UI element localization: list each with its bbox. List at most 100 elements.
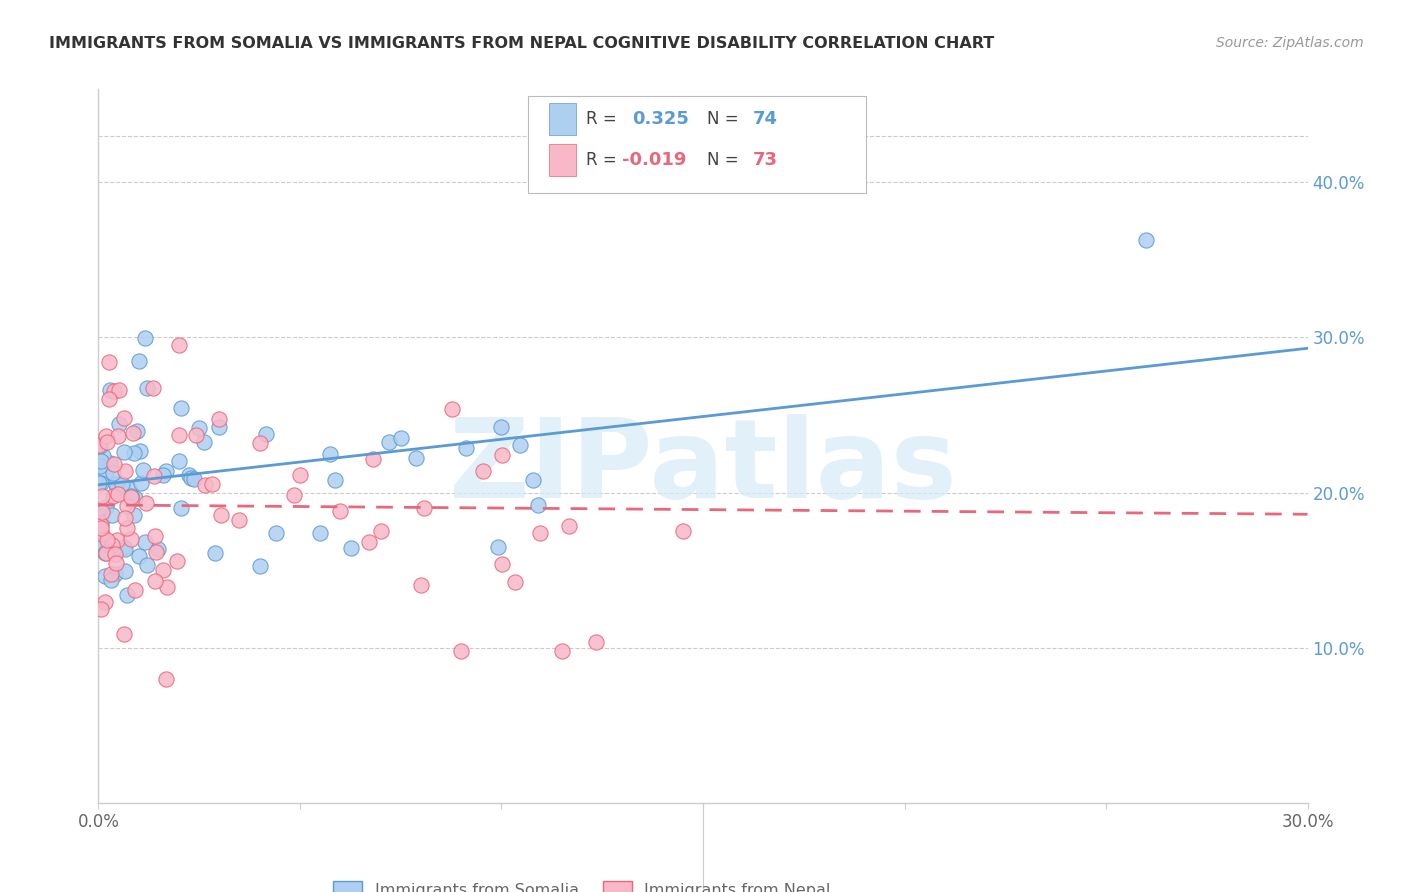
Point bbox=[370, 524, 392, 539]
Text: N =: N = bbox=[707, 110, 744, 128]
Point bbox=[115, 499, 138, 513]
Point bbox=[309, 526, 332, 541]
Point bbox=[117, 482, 139, 496]
Point bbox=[100, 567, 122, 582]
Point bbox=[91, 505, 114, 519]
Point bbox=[112, 445, 135, 459]
Point bbox=[135, 558, 157, 573]
Point bbox=[145, 545, 167, 559]
Point bbox=[122, 446, 145, 460]
Point bbox=[201, 476, 224, 491]
Point bbox=[503, 575, 526, 590]
Point bbox=[103, 457, 125, 471]
Point bbox=[90, 601, 112, 615]
Point bbox=[527, 498, 550, 512]
Point bbox=[389, 431, 412, 445]
Point bbox=[89, 459, 111, 474]
Point bbox=[558, 518, 581, 533]
Point bbox=[529, 526, 551, 541]
Point bbox=[107, 487, 129, 501]
Point bbox=[90, 515, 112, 529]
Point bbox=[111, 477, 134, 491]
Point bbox=[120, 489, 142, 503]
Point bbox=[90, 518, 112, 533]
Point bbox=[104, 547, 127, 561]
Text: Source: ZipAtlas.com: Source: ZipAtlas.com bbox=[1216, 36, 1364, 50]
Text: IMMIGRANTS FROM SOMALIA VS IMMIGRANTS FROM NEPAL COGNITIVE DISABILITY CORRELATIO: IMMIGRANTS FROM SOMALIA VS IMMIGRANTS FR… bbox=[49, 36, 994, 51]
Point bbox=[167, 427, 190, 442]
Point bbox=[491, 419, 513, 434]
Point bbox=[97, 392, 120, 406]
Point bbox=[94, 595, 117, 609]
Point bbox=[134, 331, 156, 345]
Point bbox=[486, 540, 509, 554]
Point bbox=[155, 580, 177, 594]
Point bbox=[105, 481, 128, 495]
Point bbox=[114, 541, 136, 556]
Point bbox=[101, 542, 124, 557]
Point bbox=[100, 508, 122, 522]
Point bbox=[91, 450, 114, 464]
Point bbox=[124, 491, 146, 506]
Point bbox=[105, 533, 128, 547]
Point bbox=[94, 428, 117, 442]
Point bbox=[120, 491, 142, 505]
Point bbox=[124, 583, 146, 598]
Point bbox=[228, 513, 250, 527]
Point bbox=[249, 559, 271, 574]
Point bbox=[183, 472, 205, 486]
Point bbox=[551, 644, 574, 658]
Point bbox=[90, 475, 112, 490]
Point bbox=[103, 384, 125, 398]
Point bbox=[134, 535, 156, 549]
Bar bbox=[550, 103, 576, 135]
Point bbox=[491, 557, 513, 571]
Point bbox=[184, 428, 207, 442]
Point bbox=[359, 535, 381, 549]
Point bbox=[96, 435, 118, 450]
Point bbox=[204, 546, 226, 560]
Point bbox=[194, 478, 217, 492]
Point bbox=[264, 525, 287, 540]
Text: R =: R = bbox=[586, 151, 621, 169]
Point bbox=[283, 488, 305, 502]
Point bbox=[105, 556, 128, 570]
Point bbox=[114, 564, 136, 578]
Point bbox=[450, 644, 472, 658]
Point bbox=[117, 521, 139, 535]
Point bbox=[93, 568, 115, 582]
Point bbox=[100, 538, 122, 552]
Point bbox=[180, 471, 202, 485]
Point bbox=[188, 421, 211, 435]
Point bbox=[87, 438, 110, 452]
Text: ZIPatlas: ZIPatlas bbox=[449, 414, 957, 521]
Point bbox=[152, 467, 174, 482]
Point bbox=[94, 546, 117, 560]
Point bbox=[143, 574, 166, 588]
Point bbox=[112, 411, 135, 425]
Point bbox=[155, 672, 177, 686]
Text: N =: N = bbox=[707, 151, 744, 169]
Point bbox=[98, 384, 121, 398]
Text: R =: R = bbox=[586, 110, 621, 128]
Text: -0.019: -0.019 bbox=[621, 151, 686, 169]
Text: 0.325: 0.325 bbox=[631, 110, 689, 128]
Point bbox=[129, 476, 152, 491]
Point bbox=[100, 573, 122, 587]
Point bbox=[94, 546, 117, 560]
Point bbox=[378, 434, 401, 449]
Point bbox=[128, 443, 150, 458]
Text: 74: 74 bbox=[752, 110, 778, 128]
Point bbox=[120, 532, 142, 546]
Point bbox=[409, 578, 432, 592]
Point bbox=[1135, 233, 1157, 247]
Point bbox=[98, 456, 121, 470]
Y-axis label: Cognitive Disability: Cognitive Disability bbox=[0, 366, 8, 526]
Point bbox=[254, 426, 277, 441]
Point bbox=[454, 442, 477, 456]
Point bbox=[672, 524, 695, 539]
Point bbox=[96, 533, 118, 548]
Point bbox=[87, 476, 110, 491]
Point bbox=[107, 428, 129, 442]
Point bbox=[167, 338, 190, 352]
